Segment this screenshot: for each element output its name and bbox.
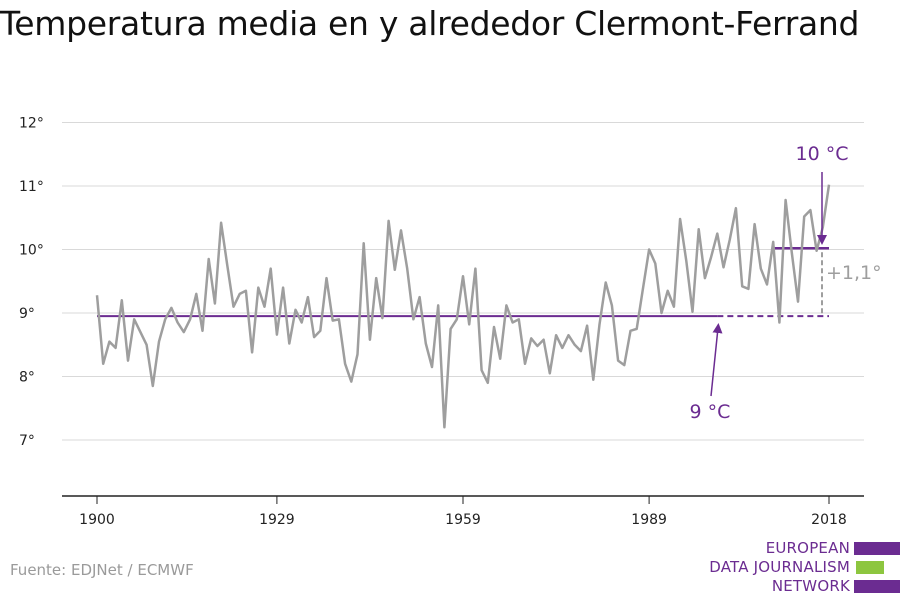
edjnet-logo: EUROPEAN DATA JOURNALISM NETWORK	[700, 538, 900, 600]
logo-bar-2	[856, 561, 884, 574]
x-tick-label: 1929	[259, 512, 295, 528]
gridlines	[62, 122, 864, 441]
baseline-arrow	[710, 323, 723, 397]
x-axis: 1900 1929 1959 1989 2018	[62, 495, 864, 528]
series-layer	[95, 184, 831, 429]
y-tick-label: 9°	[19, 306, 35, 322]
x-tick-label: 1959	[445, 512, 481, 528]
baseline-label: 9 °C	[690, 401, 731, 423]
source-note: Fuente: EDJNet / ECMWF	[10, 561, 194, 579]
difference-label: +1,1°	[826, 262, 882, 284]
y-tick-label: 11°	[19, 179, 44, 195]
x-tick-label: 1900	[79, 512, 115, 528]
chart-title: Temperatura media en y alrededor Clermon…	[0, 4, 860, 43]
y-tick-label: 10°	[19, 243, 44, 259]
logo-bar-3	[854, 580, 900, 593]
y-tick-label: 8°	[19, 370, 35, 386]
annotations: 10 °C 9 °C +1,1°	[690, 143, 882, 423]
logo-line-1: EUROPEAN	[765, 539, 850, 557]
logo-bar-1	[854, 542, 900, 555]
y-axis-labels: 7° 8° 9° 10° 11° 12°	[19, 116, 44, 450]
x-tick-label: 1989	[631, 512, 667, 528]
logo-line-2: DATA JOURNALISM	[709, 558, 850, 576]
logo-line-3: NETWORK	[771, 577, 850, 595]
y-tick-label: 7°	[19, 433, 35, 449]
recent-average-label: 10 °C	[796, 143, 849, 165]
x-tick-label: 2018	[811, 512, 847, 528]
y-tick-label: 12°	[19, 116, 44, 132]
temperature-series-line	[95, 184, 831, 429]
